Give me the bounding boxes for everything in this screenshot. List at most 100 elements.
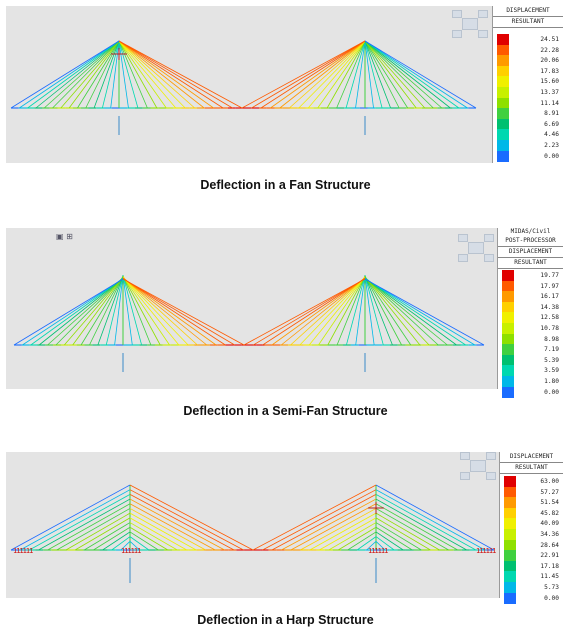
stay-cable <box>364 40 443 109</box>
stay-cable <box>336 275 366 346</box>
legend-value: 11.45 <box>540 573 559 581</box>
fan-displacement-legend: DISPLACEMENT RESULTANT 24.51 22.28 20.06 17… <box>492 6 563 163</box>
stay-cable <box>356 536 377 551</box>
stay-cable <box>43 40 120 109</box>
support-marker-right: 111111 <box>476 547 496 555</box>
legend-value: 8.98 <box>544 335 559 343</box>
stay-cable <box>308 276 366 346</box>
stay-cable <box>19 40 120 109</box>
stay-cable <box>375 508 449 551</box>
legend-value: 7.19 <box>544 346 559 354</box>
legend-value: 40.09 <box>540 520 559 528</box>
legend-swatch <box>497 140 509 151</box>
legend-value: 17.97 <box>540 282 559 290</box>
stay-cable <box>122 275 143 346</box>
legend-row: 8.98 <box>498 333 563 345</box>
stay-cable <box>262 278 366 346</box>
legend-value: 17.83 <box>540 67 559 75</box>
toolbar-icons[interactable]: ▣ ⊞ <box>56 232 73 241</box>
stay-cable <box>307 40 366 109</box>
stay-cable <box>290 277 366 346</box>
stay-cable <box>118 40 243 109</box>
legend-row: 28.64 <box>500 539 563 551</box>
legend-title: DISPLACEMENT <box>493 6 563 17</box>
legend-row: 17.18 <box>500 560 563 572</box>
stay-cable <box>93 526 131 551</box>
stay-cable <box>129 484 254 551</box>
stay-cable <box>19 489 131 551</box>
stay-cable <box>337 526 377 551</box>
legend-swatch <box>497 129 509 141</box>
legend-row: 63.00 <box>500 476 563 487</box>
legend-value: 45.82 <box>540 509 559 517</box>
view-cube-icon[interactable] <box>460 452 496 480</box>
legend-swatch <box>497 118 509 130</box>
stay-cable <box>375 512 440 551</box>
stay-cable <box>85 40 120 109</box>
stay-cable <box>129 503 216 551</box>
legend-title: DISPLACEMENT <box>498 247 563 258</box>
stay-cable <box>118 40 139 109</box>
legend-swatch <box>504 507 516 519</box>
stay-cable <box>129 541 140 551</box>
legend-row: 0.00 <box>498 386 563 398</box>
stay-cable <box>271 494 377 551</box>
legend-row: 4.46 <box>493 129 563 141</box>
legend-swatch <box>504 539 516 551</box>
stay-cable <box>122 278 226 346</box>
stay-cable <box>364 40 417 109</box>
stay-cable <box>118 40 186 109</box>
stay-cable <box>114 275 124 346</box>
stay-cable <box>120 541 131 551</box>
legend-value: 16.17 <box>540 293 559 301</box>
stay-cable <box>298 40 366 109</box>
stay-cable <box>38 277 124 346</box>
stay-cable <box>122 276 170 346</box>
stay-cable <box>118 40 233 109</box>
stay-cable <box>364 277 448 346</box>
legend-row: 1.80 <box>498 376 563 387</box>
stay-cable <box>65 512 131 551</box>
stay-cable <box>309 512 377 551</box>
legend-row: 2.23 <box>493 140 563 151</box>
stay-cable <box>10 40 120 109</box>
legend-value: 20.06 <box>540 57 559 65</box>
stay-cable <box>56 508 131 551</box>
stay-cable <box>318 276 366 346</box>
legend-value: 11.14 <box>540 99 559 107</box>
stay-cable <box>29 494 131 551</box>
legend-row: 3.59 <box>498 365 563 377</box>
legend-swatch <box>504 571 516 583</box>
stay-cable <box>13 278 124 346</box>
legend-value: 8.91 <box>544 110 559 118</box>
legend-title: DISPLACEMENT <box>500 452 563 463</box>
stay-cable <box>375 517 431 551</box>
harp-caption: Deflection in a Harp Structure <box>197 613 374 627</box>
stay-cable <box>317 40 366 109</box>
harp-model-view: 111111 111111 111111 111111 DISPLACEMENT… <box>6 452 563 604</box>
stay-cable <box>345 275 366 346</box>
view-cube-icon[interactable] <box>452 10 488 38</box>
stay-cable <box>364 276 412 346</box>
stay-cable <box>364 275 393 346</box>
legend-value: 0.00 <box>544 152 559 160</box>
legend-swatch <box>504 550 516 562</box>
legend-value: 3.59 <box>544 367 559 375</box>
stay-cable <box>252 484 377 551</box>
stay-cable <box>122 276 161 346</box>
stay-cable <box>122 277 208 346</box>
legend-row: 17.97 <box>498 280 563 292</box>
stay-cable <box>101 40 120 109</box>
legend-swatch <box>502 386 514 398</box>
view-cube-icon[interactable] <box>458 234 494 262</box>
stay-cable <box>280 277 366 346</box>
stay-cable <box>47 277 124 346</box>
legend-swatch <box>497 65 509 77</box>
legend-row: 57.27 <box>500 486 563 498</box>
stay-cable <box>122 277 198 346</box>
stay-cable <box>364 276 402 346</box>
fan-caption: Deflection in a Fan Structure <box>200 178 371 192</box>
stay-cable <box>375 531 404 551</box>
stay-cable <box>84 522 131 551</box>
stay-cable <box>290 503 377 551</box>
